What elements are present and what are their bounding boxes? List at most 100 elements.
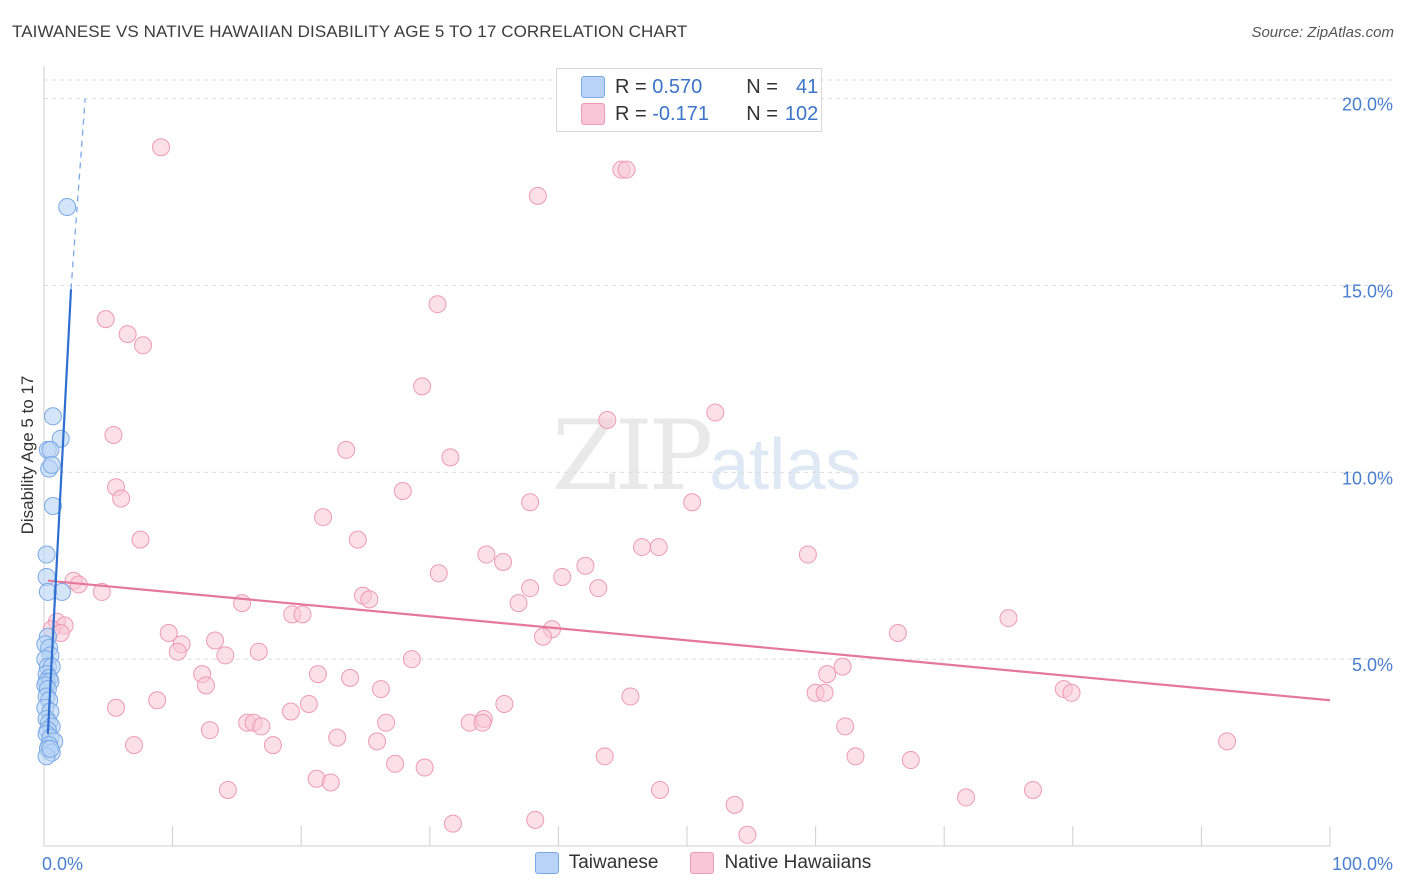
hawaiian-point [368,732,387,751]
hawaiian-point [957,788,976,807]
hawaiian-point [377,713,396,732]
taiwanese-point [41,440,60,459]
hawaiian-point [200,721,219,740]
y-tick-label: 10.0% [1342,468,1393,488]
hawaiian-point [649,538,668,557]
hawaiian-point [553,567,572,586]
hawaiian-swatch-icon [581,103,605,125]
hawaiian-point [168,642,187,661]
hawaiian-point [152,138,171,157]
axes [43,66,1331,847]
taiwanese-point [44,407,63,426]
trend-lines [46,98,1331,734]
hawaiian-point [107,698,126,717]
hawaiian-swatch-icon [690,852,715,874]
legend-label: Native Hawaiians [724,852,872,873]
hawaiian-point [650,780,669,799]
hawaiian-point [402,650,421,669]
hawaiian-point [415,758,434,777]
taiwanese-trend-extension [70,98,86,290]
axis-labels: 5.0% 10.0% 15.0% 20.0% 0.0% 100.0% Disability … [18,95,1393,874]
series-legend: Taiwanese Native Hawaiians [0,852,1406,874]
hawaiian-point [576,556,595,575]
legend-item-taiwanese[interactable]: Taiwanese [534,852,659,874]
taiwanese-point [42,455,61,474]
hawaiian-point [360,590,379,609]
hawaiian-point [1062,683,1081,702]
hawaiian-point [293,605,312,624]
hawaiian-point [836,717,855,736]
taiwanese-point [51,429,70,448]
hawaiian-point [386,754,405,773]
hawaiian-point [134,336,153,355]
n-value: 102 [784,102,819,125]
hawaiian-point [337,440,356,459]
taiwanese-point [37,567,56,586]
hawaiian-point [725,795,744,814]
hawaiian-point [328,728,347,747]
legend-row-native-hawaiians: R = -0.171 N = 102 [581,102,818,126]
taiwanese-point [41,739,60,758]
n-label: N = [746,102,778,125]
n-label: N = [746,75,778,98]
taiwanese-point [44,496,63,515]
hawaiian-point [595,747,614,766]
hawaiian-point [96,310,115,329]
hawaiian-point [533,627,552,646]
y-axis-label: Disability Age 5 to 17 [18,376,37,535]
hawaiian-point [281,702,300,721]
hawaiian-point [299,695,318,714]
hawaiian-point [818,665,837,684]
hawaiian-point [321,773,340,792]
chart-title: TAIWANESE VS NATIVE HAWAIIAN DISABILITY … [12,22,688,41]
hawaiian-point [521,493,540,512]
hawaiian-point [92,582,111,601]
hawaiian-point [112,489,131,508]
watermark-zip: ZIP [552,400,713,512]
hawaiian-point [598,411,617,430]
hawaiian-point [815,683,834,702]
hawaiian-point [104,425,123,444]
taiwanese-swatch-icon [581,76,605,98]
hawaiian-point [341,668,360,687]
hawaiian-point [216,646,235,665]
hawaiian-point [798,545,817,564]
native-hawaiian-points [42,138,1237,844]
hawaiian-point [589,579,608,598]
hawaiian-point [413,377,432,396]
watermark-atlas: atlas [709,425,862,505]
r-label: R = [615,102,647,125]
hawaiian-point [888,624,907,643]
hawaiian-point [263,736,282,755]
hawaiian-point [206,631,225,650]
hawaiian-point [429,564,448,583]
hawaiian-point [148,691,167,710]
hawaiian-point [159,624,178,643]
hawaiian-point [738,825,757,844]
taiwanese-points [36,198,77,766]
x-tick-label: 100.0% [1332,854,1393,874]
hawaiian-point [443,814,462,833]
hawaiian-point [131,530,150,549]
hawaiian-point [371,680,390,699]
hawaiian-point [494,553,513,572]
hawaiian-point [683,493,702,512]
hawaiian-point [118,325,137,344]
taiwanese-point [58,198,77,217]
hawaiian-point [308,665,327,684]
hawaiian-point [509,594,528,613]
hawaiian-point [521,579,540,598]
y-tick-label: 5.0% [1352,655,1393,675]
hawaiian-point [314,508,333,527]
hawaiian-point [1218,732,1237,751]
hawaiian-point [473,713,492,732]
hawaiian-trend-line [47,579,1331,702]
correlation-legend: R = 0.570 N = 41 R = -0.171 N = 102 [556,68,822,132]
y-tick-label: 15.0% [1342,282,1393,302]
hawaiian-point [393,482,412,501]
taiwanese-point [37,545,56,564]
hawaiian-point [125,736,144,755]
watermark: ZIPatlas [552,400,861,512]
legend-item-native-hawaiians[interactable]: Native Hawaiians [690,852,871,874]
legend-label: Taiwanese [568,852,659,873]
